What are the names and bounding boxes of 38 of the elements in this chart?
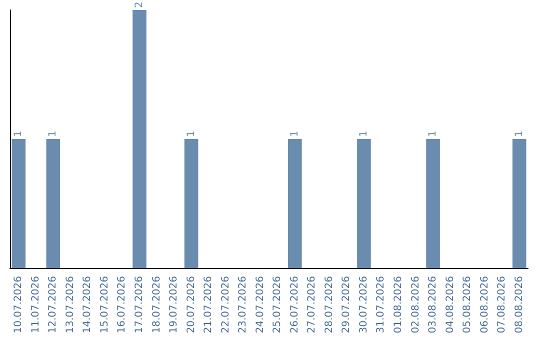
x-tick-label: 30.07.2026 (358, 276, 370, 334)
x-tick-label: 19.07.2026 (168, 276, 180, 334)
x-tick-label: 14.07.2026 (82, 276, 94, 334)
x-tick-label: 17.07.2026 (134, 276, 145, 334)
x-tick-label: 15.07.2026 (99, 276, 110, 334)
x-tick-label: 08.08.2026 (514, 276, 525, 334)
x-tick-label: 21.07.2026 (203, 276, 214, 334)
x-tick-label: 31.07.2026 (376, 276, 387, 334)
x-tick-label: 16.07.2026 (116, 276, 128, 334)
x-tick-label: 05.08.2026 (462, 276, 474, 334)
x-tick-label: 26.07.2026 (289, 276, 300, 334)
x-tick-label: 25.07.2026 (272, 276, 284, 334)
data-label: 1 (358, 130, 370, 137)
x-tick-label: 02.08.2026 (410, 276, 422, 334)
x-tick-label: 28.07.2026 (324, 276, 335, 334)
x-tick-label: 04.08.2026 (444, 276, 456, 334)
data-label: 1 (289, 130, 300, 137)
x-tick-label: 03.08.2026 (428, 276, 439, 334)
data-label: 1 (428, 130, 439, 137)
data-label: 1 (48, 130, 59, 137)
x-tick-label: 01.08.2026 (393, 276, 404, 334)
x-tick-label: 22.07.2026 (220, 276, 232, 334)
x-tick-label: 11.07.2026 (30, 276, 42, 334)
data-label: 1 (514, 130, 525, 137)
data-label: 1 (186, 130, 197, 137)
x-tick-label: 07.08.2026 (496, 276, 508, 334)
x-tick-label: 24.07.2026 (254, 276, 266, 334)
x-tick-label: 18.07.2026 (151, 276, 162, 334)
x-tick-label: 10.07.2026 (13, 276, 24, 334)
x-tick-label: 29.07.2026 (341, 276, 352, 334)
x-tick-label: 20.07.2026 (186, 276, 197, 334)
data-label: 1 (13, 130, 24, 137)
x-tick-label: 13.07.2026 (64, 276, 76, 334)
x-tick-label: 23.07.2026 (238, 276, 249, 334)
x-tick-label: 06.08.2026 (479, 276, 490, 334)
data-label: 2 (134, 2, 145, 8)
x-tick-label: 27.07.2026 (306, 276, 318, 334)
x-tick-label: 12.07.2026 (48, 276, 59, 334)
